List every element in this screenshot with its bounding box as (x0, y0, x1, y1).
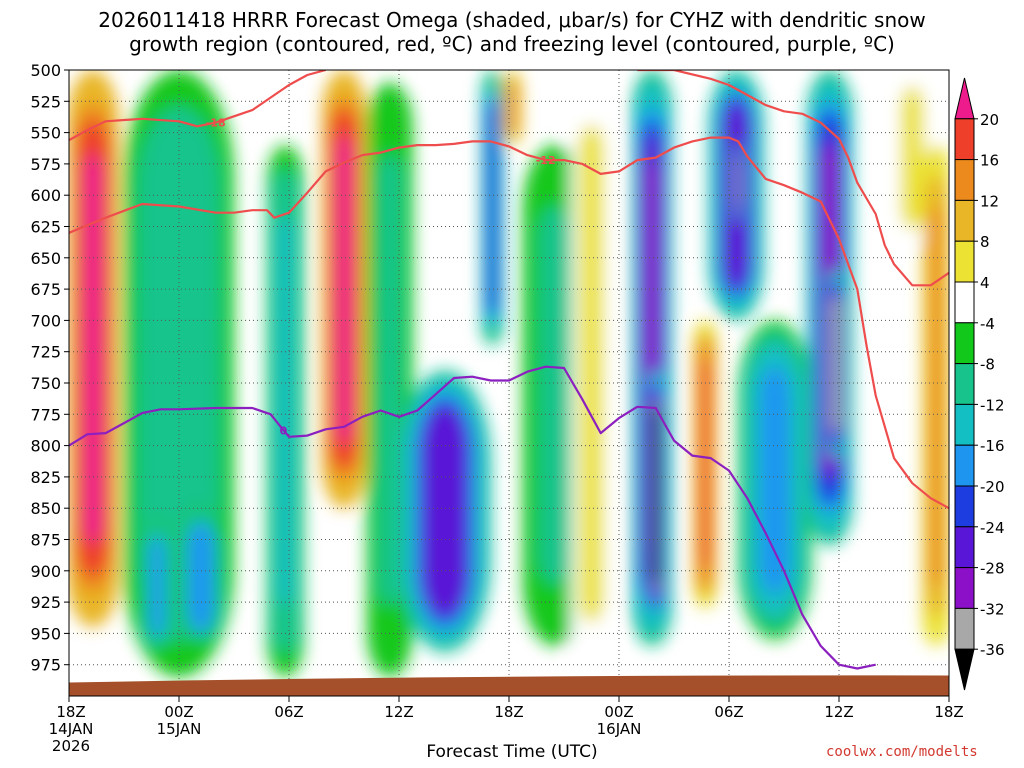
y-tick-label: 650 (30, 249, 61, 268)
x-tick-label: 12Z (384, 703, 413, 721)
colorbar-label: -20 (980, 478, 1005, 496)
y-axis: 500 525 550 575 600 625 650 675 700 725 750 775 800 8… (30, 61, 69, 675)
colorbar-swatch (954, 485, 975, 528)
y-tick-label: 575 (30, 155, 61, 174)
contour-label-3: 0 (280, 424, 288, 437)
colorbar-bottom-arrow (954, 648, 975, 691)
colorbar-label: 12 (980, 192, 999, 210)
y-tick-label: 600 (30, 186, 61, 205)
omega-cell-19-8 (831, 300, 839, 429)
y-tick-label: 900 (30, 562, 61, 581)
y-tick-label: 950 (30, 624, 61, 643)
contour-label-1: -12 (536, 154, 556, 167)
x-tick-label: 18Z (494, 703, 523, 721)
colorbar-label: -32 (980, 600, 1005, 618)
colorbar-label: -28 (980, 560, 1005, 578)
x-tick-label: 15JAN (157, 720, 202, 738)
colorbar-label: 4 (980, 274, 990, 292)
y-tick-label: 775 (30, 405, 61, 424)
y-tick-label: 675 (30, 280, 61, 299)
terrain-fill (69, 675, 949, 696)
colorbar-label: 8 (980, 233, 990, 251)
colorbar-swatch (954, 240, 975, 283)
omega-cell-11-1 (578, 124, 605, 623)
colorbar-swatch (954, 118, 975, 161)
y-tick-label: 500 (30, 61, 61, 80)
x-tick-label: 2026 (52, 737, 90, 755)
colorbar-swatch (954, 322, 975, 365)
colorbar-label: -12 (980, 396, 1005, 414)
omega-cell-9-3 (508, 80, 517, 135)
chart-title-line-2: growth region (contoured, red, ºC) and f… (129, 32, 895, 56)
omega-cell-20-1 (900, 85, 924, 230)
colorbar-label: 16 (980, 152, 999, 170)
omega-cell-6-2 (378, 153, 402, 606)
x-tick-label: 12Z (824, 703, 853, 721)
y-tick-label: 625 (30, 218, 61, 237)
x-tick-label: 16JAN (597, 720, 642, 738)
contour-line-3 (69, 365, 876, 670)
x-axis-label: Forecast Time (UTC) (426, 742, 598, 762)
y-tick-label: 800 (30, 437, 61, 456)
x-tick-label: 06Z (714, 703, 743, 721)
x-tick-label: 00Z (164, 703, 193, 721)
y-tick-label: 750 (30, 374, 61, 393)
omega-cell-17-4 (760, 366, 790, 594)
omega-cell-4-3 (277, 216, 294, 606)
x-tick-label: 06Z (274, 703, 303, 721)
colorbar-swatch (954, 444, 975, 487)
contour-line-0 (69, 70, 326, 142)
colorbar-label: -24 (980, 519, 1005, 537)
chart-title-line-1: 2026011418 HRRR Forecast Omega (shaded, … (98, 8, 926, 32)
omega-cell-16-8 (736, 157, 740, 209)
omega-cell-3-4 (151, 539, 163, 634)
colorbar-swatch (954, 199, 975, 242)
x-tick-label: 18Z (56, 703, 85, 721)
colorbar-swatch (954, 281, 975, 324)
contour-line-1 (69, 136, 949, 510)
colorbar-swatch (954, 403, 975, 446)
temperature-contours: -18 -12 0 (69, 70, 949, 670)
terrain (69, 675, 949, 696)
y-tick-label: 550 (30, 124, 61, 143)
colorbar-swatch (954, 607, 975, 650)
omega-cell-0-5 (83, 153, 103, 544)
colorbar-swatch (954, 159, 975, 201)
omega-cell-10-2 (538, 205, 571, 586)
colorbar-swatch (954, 363, 975, 405)
omega-cell-5-5 (335, 135, 353, 443)
y-tick-label: 825 (30, 468, 61, 487)
contour-label-0: -18 (206, 117, 226, 130)
colorbar-label: 20 (980, 111, 999, 129)
x-tick-label: 00Z (604, 703, 633, 721)
omega-cell-7-6 (428, 413, 462, 609)
omega-cell-2-4 (192, 528, 210, 627)
y-tick-label: 525 (30, 92, 61, 111)
x-tick-label: 14JAN (49, 720, 94, 738)
omega-cell-14-4 (700, 361, 710, 567)
y-tick-label: 850 (30, 499, 61, 518)
colorbar-swatch (954, 567, 975, 609)
colorbar-label: -36 (980, 641, 1005, 659)
y-tick-label: 875 (30, 531, 61, 550)
gridlines (69, 70, 949, 696)
colorbar-swatch (954, 526, 975, 569)
colorbar-label: -4 (980, 315, 995, 333)
colorbar: -36 -32 -28 -24 -20 -16 -12 -8 -4 4 8 12 16 20 (954, 77, 1005, 691)
x-tick-label: 18Z (934, 703, 963, 721)
y-tick-label: 925 (30, 593, 61, 612)
y-tick-label: 700 (30, 311, 61, 330)
credit-text: coolwx.com/modelts (826, 744, 978, 760)
colorbar-label: -8 (980, 356, 995, 374)
y-tick-label: 975 (30, 656, 61, 675)
y-tick-label: 725 (30, 343, 61, 362)
omega-cell-21-2 (929, 205, 944, 586)
omega-cell-8-5 (488, 111, 497, 305)
colorbar-label: -16 (980, 437, 1005, 455)
contour-line-2 (637, 70, 949, 287)
omega-cell-13-9 (652, 411, 659, 581)
colorbar-top-arrow (954, 77, 975, 120)
